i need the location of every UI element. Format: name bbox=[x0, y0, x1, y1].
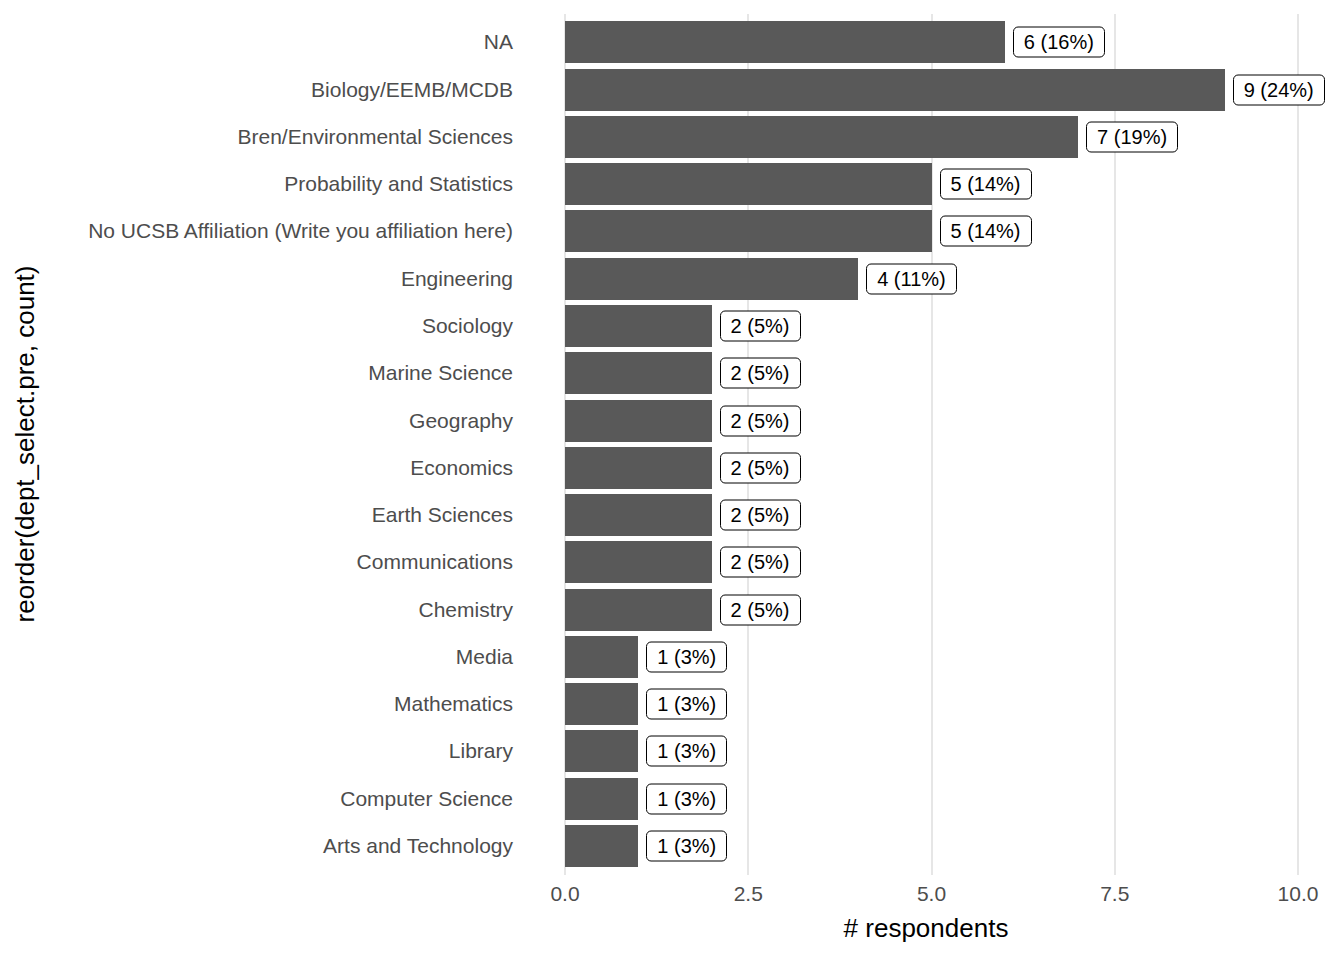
x-tick-label: 0.0 bbox=[520, 881, 610, 906]
value-label: 2 (5%) bbox=[720, 547, 801, 578]
x-tick-label: 2.5 bbox=[703, 881, 793, 906]
bar bbox=[565, 730, 638, 772]
bar bbox=[565, 589, 712, 631]
bar bbox=[565, 400, 712, 442]
category-label: Arts and Technology bbox=[0, 833, 513, 859]
value-label: 1 (3%) bbox=[646, 689, 727, 720]
value-label: 1 (3%) bbox=[646, 736, 727, 767]
bar bbox=[565, 163, 932, 205]
category-label: Biology/EEMB/MCDB bbox=[0, 77, 513, 103]
category-label: NA bbox=[0, 29, 513, 55]
x-tick-label: 7.5 bbox=[1070, 881, 1160, 906]
bar bbox=[565, 825, 638, 867]
bar bbox=[565, 258, 858, 300]
category-label: Sociology bbox=[0, 313, 513, 339]
value-label: 1 (3%) bbox=[646, 641, 727, 672]
value-label: 6 (16%) bbox=[1013, 27, 1105, 58]
value-label: 9 (24%) bbox=[1233, 74, 1325, 105]
bar bbox=[565, 352, 712, 394]
category-label: Library bbox=[0, 738, 513, 764]
bar bbox=[565, 305, 712, 347]
bar bbox=[565, 541, 712, 583]
value-label: 1 (3%) bbox=[646, 783, 727, 814]
gridline-x-10 bbox=[1297, 14, 1299, 875]
bar bbox=[565, 116, 1078, 158]
category-label: Bren/Environmental Sciences bbox=[0, 124, 513, 150]
bar bbox=[565, 447, 712, 489]
category-label: Probability and Statistics bbox=[0, 171, 513, 197]
value-label: 5 (14%) bbox=[940, 169, 1032, 200]
bar bbox=[565, 21, 1005, 63]
category-label: Computer Science bbox=[0, 786, 513, 812]
bar bbox=[565, 778, 638, 820]
value-label: 5 (14%) bbox=[940, 216, 1032, 247]
category-label: Geography bbox=[0, 408, 513, 434]
category-label: Media bbox=[0, 644, 513, 670]
x-axis-title: # respondents bbox=[531, 913, 1321, 944]
category-label: Economics bbox=[0, 455, 513, 481]
value-label: 2 (5%) bbox=[720, 405, 801, 436]
value-label: 2 (5%) bbox=[720, 358, 801, 389]
category-label: Mathematics bbox=[0, 691, 513, 717]
x-tick-label: 10.0 bbox=[1253, 881, 1343, 906]
value-label: 2 (5%) bbox=[720, 311, 801, 342]
category-label: Marine Science bbox=[0, 360, 513, 386]
category-label: Earth Sciences bbox=[0, 502, 513, 528]
bar bbox=[565, 683, 638, 725]
category-label: No UCSB Affiliation (Write you affiliati… bbox=[0, 218, 513, 244]
value-label: 2 (5%) bbox=[720, 500, 801, 531]
x-tick-label: 5.0 bbox=[887, 881, 977, 906]
y-axis-title: reorder(dept_select.pre, count) bbox=[10, 194, 42, 694]
value-label: 2 (5%) bbox=[720, 452, 801, 483]
value-label: 7 (19%) bbox=[1086, 121, 1178, 152]
bar bbox=[565, 210, 932, 252]
bar bbox=[565, 69, 1225, 111]
category-label: Engineering bbox=[0, 266, 513, 292]
bar bbox=[565, 494, 712, 536]
value-label: 4 (11%) bbox=[866, 263, 957, 294]
bar-chart: NA 6 (16%) Biology/EEMB/MCDB 9 (24%) Bren/En… bbox=[0, 0, 1344, 960]
value-label: 2 (5%) bbox=[720, 594, 801, 625]
value-label: 1 (3%) bbox=[646, 830, 727, 861]
bar bbox=[565, 636, 638, 678]
category-label: Chemistry bbox=[0, 597, 513, 623]
category-label: Communications bbox=[0, 549, 513, 575]
